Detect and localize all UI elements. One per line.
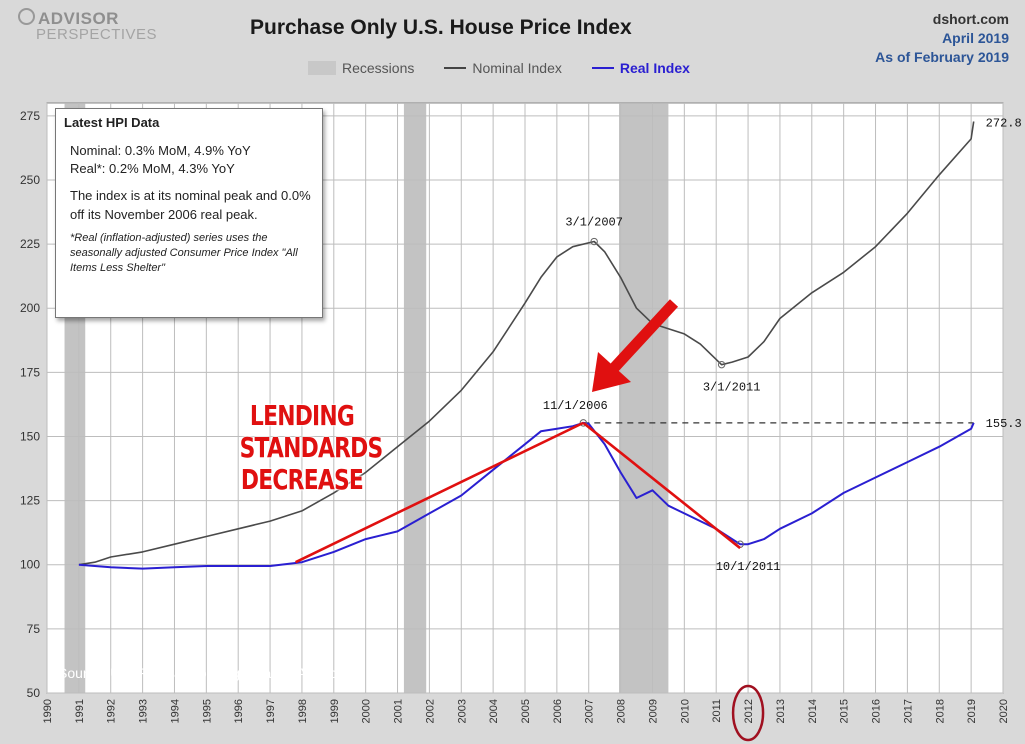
x-tick-label: 1991 [74, 699, 86, 723]
logo-line2: PERSPECTIVES [36, 26, 158, 43]
source-header: dshort.com April 2019 As of February 201… [875, 10, 1009, 67]
annotation-label: 155.3 [986, 417, 1022, 431]
recession-band-1 [403, 103, 427, 693]
date-line2: As of February 2019 [875, 49, 1009, 65]
chart-legend: Recessions Nominal Index Real Index [308, 60, 690, 76]
red-arrow-head [592, 352, 631, 392]
chart-title: Purchase Only U.S. House Price Index [250, 16, 632, 39]
legend-swatch-real [591, 67, 614, 69]
info-box-heading: Latest HPI Data [64, 115, 160, 130]
x-tick-label: 1997 [265, 699, 277, 723]
x-tick-label: 1996 [233, 699, 245, 723]
y-tick-label: 200 [20, 301, 40, 315]
source-note: Source: US. Federal Housing Finance Agen… [58, 665, 344, 681]
date-line1: April 2019 [942, 30, 1009, 46]
recession-band-2 [619, 103, 669, 693]
info-box-real: Real*: 0.2% MoM, 4.3% YoY [70, 161, 235, 176]
x-tick-label: 2003 [456, 699, 468, 723]
annotation-marker [717, 360, 726, 369]
x-tick-label: 2020 [998, 699, 1010, 723]
x-tick-label: 2015 [839, 699, 851, 723]
annotation-label: 272.8 [986, 116, 1022, 130]
x-tick-label: 2012 [743, 699, 755, 723]
x-tick-label: 2016 [871, 699, 883, 723]
x-tick-label: 2000 [361, 699, 373, 723]
x-tick-label: 2013 [775, 699, 787, 723]
legend-label-nominal: Nominal Index [472, 60, 562, 76]
x-tick-label: 2008 [616, 699, 628, 723]
year-2012-highlight-circle [731, 684, 765, 742]
x-tick-label: 2006 [552, 699, 564, 723]
legend-label-real: Real Index [619, 60, 690, 76]
x-tick-label: 2018 [934, 699, 946, 723]
info-box-footnote: *Real (inflation-adjusted) series uses t… [70, 232, 298, 274]
x-tick-label: 1998 [297, 699, 309, 723]
y-tick-label: 275 [20, 109, 40, 123]
annotation-marker [579, 419, 588, 427]
x-tick-label: 2011 [711, 699, 723, 723]
red-trend-line-down [582, 421, 741, 550]
x-tick-label: 2007 [584, 699, 596, 723]
annotation-label: 11/1/2006 [543, 399, 608, 413]
x-tick-label: 2009 [647, 699, 659, 723]
latest-hpi-info-box: Latest HPI Data Nominal: 0.3% MoM, 4.9% … [55, 108, 323, 318]
advisor-perspectives-logo: ADVISOR PERSPECTIVES [18, 8, 157, 42]
annotation-label: 10/1/2011 [716, 560, 781, 574]
x-tick-label: 2005 [520, 699, 532, 723]
lending-standards-annotation: LENDING STANDARDS DECREASE [239, 399, 384, 496]
x-tick-label: 1992 [106, 699, 118, 723]
nominal-index-line [78, 121, 975, 566]
red-arrow-shaft [609, 299, 679, 372]
logo-circle-icon [18, 8, 35, 25]
x-tick-label: 2001 [393, 699, 405, 723]
x-tick-label: 1999 [329, 699, 341, 723]
logo-line1: ADVISOR [38, 9, 119, 28]
legend-swatch-nominal [444, 67, 467, 69]
info-box-peak-text: The index is at its nominal peak and 0.0… [70, 188, 311, 222]
y-tick-label: 50 [27, 686, 41, 700]
x-tick-label: 2014 [807, 699, 819, 723]
x-tick-label: 2002 [424, 699, 436, 723]
y-tick-label: 250 [20, 173, 40, 187]
y-tick-label: 100 [20, 558, 40, 572]
red-trend-line-up [294, 421, 584, 564]
y-tick-label: 150 [20, 429, 40, 443]
y-tick-label: 75 [27, 622, 41, 636]
x-tick-label: 1993 [138, 699, 150, 723]
x-tick-label: 1995 [201, 699, 213, 723]
info-box-nominal: Nominal: 0.3% MoM, 4.9% YoY [70, 143, 251, 158]
x-tick-label: 2019 [966, 699, 978, 723]
x-tick-label: 2017 [902, 699, 914, 723]
x-tick-label: 2010 [679, 699, 691, 723]
source-site: dshort.com [932, 11, 1009, 27]
y-tick-label: 125 [20, 494, 40, 508]
x-tick-label: 1990 [42, 699, 54, 723]
y-tick-label: 175 [20, 365, 40, 379]
x-tick-label: 1994 [169, 699, 181, 723]
y-tick-label: 225 [20, 237, 40, 251]
annotation-label: 3/1/2011 [703, 381, 761, 395]
annotation-label: 3/1/2007 [565, 216, 623, 230]
legend-label-recessions: Recessions [342, 60, 415, 76]
legend-swatch-recessions [308, 61, 336, 75]
annotation-marker [590, 237, 598, 246]
x-tick-label: 2004 [488, 699, 500, 723]
